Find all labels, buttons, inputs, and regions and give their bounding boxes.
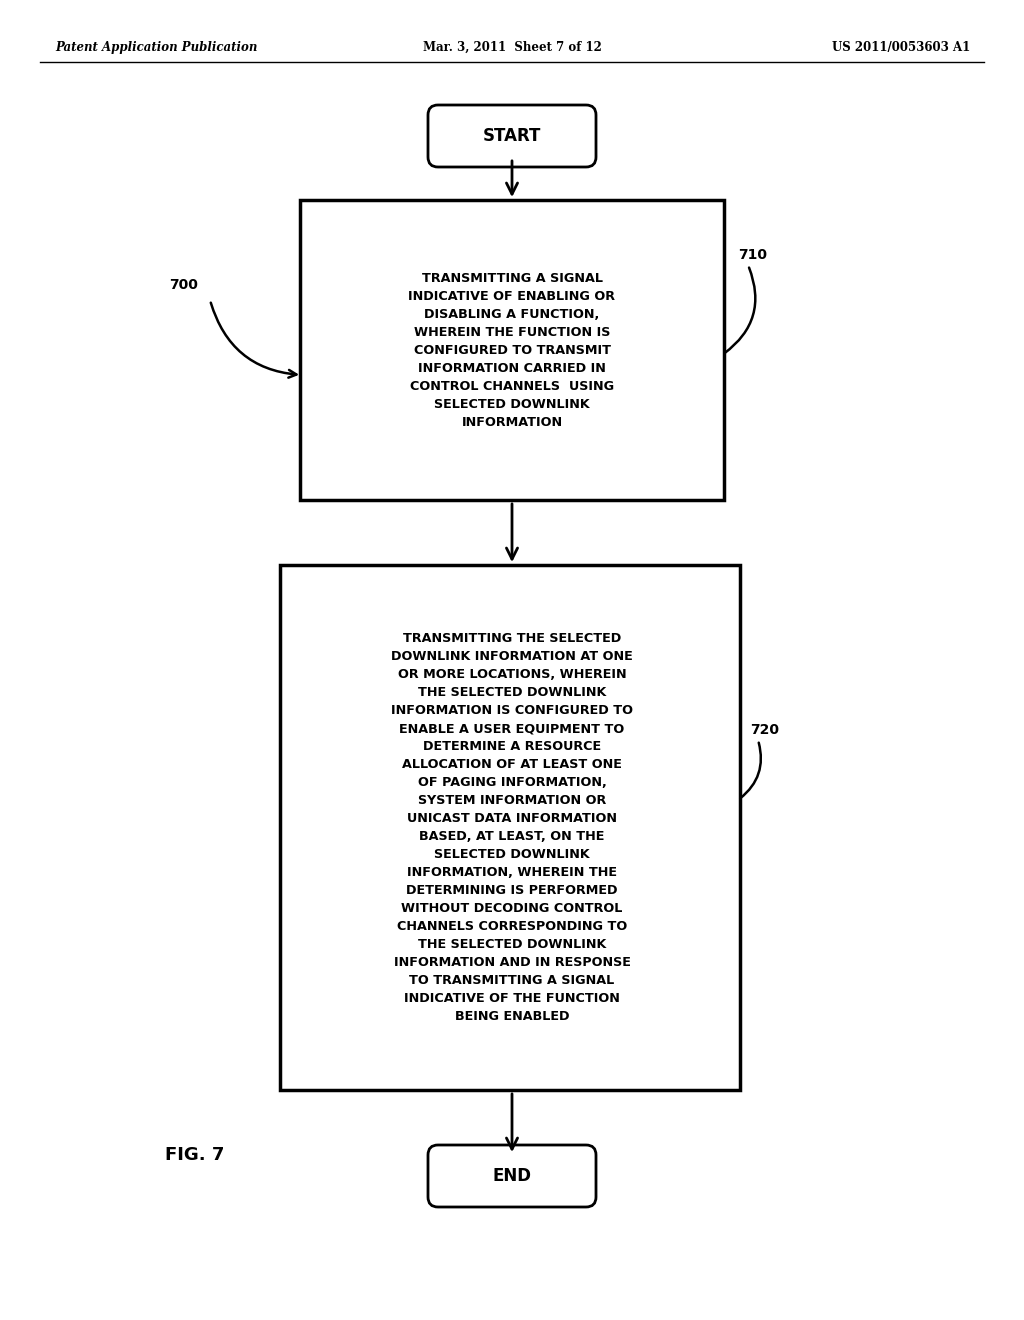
Text: 720: 720	[750, 723, 779, 737]
Text: US 2011/0053603 A1: US 2011/0053603 A1	[831, 41, 970, 54]
Bar	[280, 565, 740, 1090]
Text: END: END	[493, 1167, 531, 1185]
Text: START: START	[482, 127, 542, 145]
Text: 710: 710	[738, 248, 767, 261]
Text: Patent Application Publication: Patent Application Publication	[55, 41, 257, 54]
Bar	[300, 201, 724, 500]
Text: Mar. 3, 2011  Sheet 7 of 12: Mar. 3, 2011 Sheet 7 of 12	[423, 41, 601, 54]
Text: TRANSMITTING A SIGNAL
INDICATIVE OF ENABLING OR
DISABLING A FUNCTION,
WHEREIN TH: TRANSMITTING A SIGNAL INDICATIVE OF ENAB…	[409, 272, 615, 429]
Text: FIG. 7: FIG. 7	[165, 1146, 224, 1164]
Text: TRANSMITTING THE SELECTED
DOWNLINK INFORMATION AT ONE
OR MORE LOCATIONS, WHEREIN: TRANSMITTING THE SELECTED DOWNLINK INFOR…	[391, 632, 633, 1023]
FancyBboxPatch shape	[428, 1144, 596, 1206]
Text: 700: 700	[169, 279, 198, 292]
FancyBboxPatch shape	[428, 106, 596, 168]
